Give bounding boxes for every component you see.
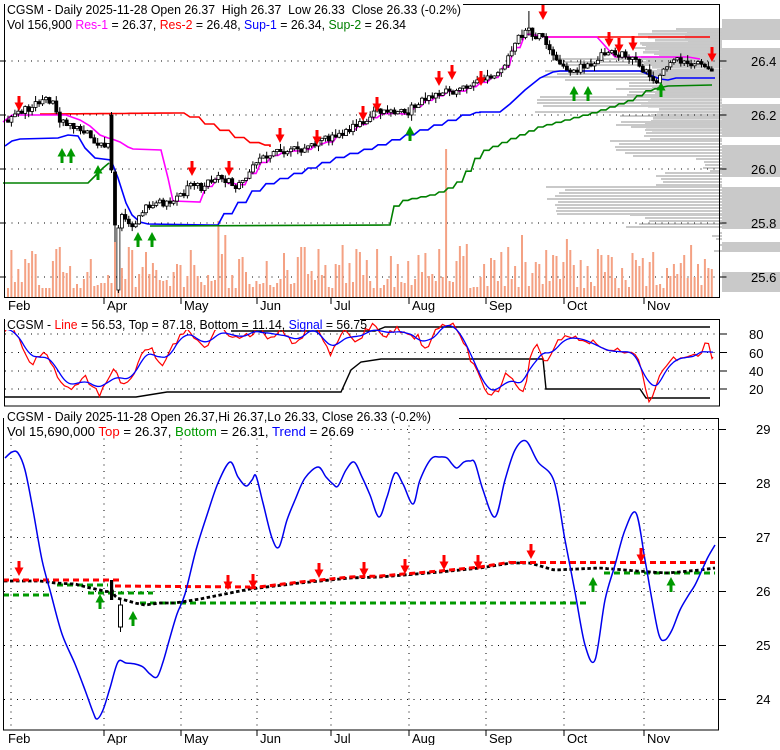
- svg-text:25.8: 25.8: [751, 216, 776, 231]
- svg-text:Apr: Apr: [107, 731, 128, 745]
- svg-text:Nov: Nov: [647, 298, 671, 313]
- svg-text:Sep: Sep: [489, 298, 512, 313]
- svg-text:26.4: 26.4: [751, 54, 776, 69]
- svg-text:26.2: 26.2: [751, 108, 776, 123]
- svg-text:May: May: [184, 731, 209, 745]
- svg-text:20: 20: [749, 382, 763, 397]
- svg-text:40: 40: [749, 364, 763, 379]
- svg-text:Jun: Jun: [260, 731, 281, 745]
- svg-text:CGSM - Daily 2025-11-28 Open 2: CGSM - Daily 2025-11-28 Open 26.37,Hi 26…: [7, 409, 431, 424]
- svg-text:Feb: Feb: [8, 298, 30, 313]
- svg-text:26.0: 26.0: [751, 162, 776, 177]
- svg-text:Feb: Feb: [8, 731, 30, 745]
- svg-text:CGSM - Line = 56.53, Top = 87.: CGSM - Line = 56.53, Top = 87.18, Bottom…: [7, 317, 367, 332]
- svg-text:Oct: Oct: [567, 731, 588, 745]
- svg-text:Sep: Sep: [489, 731, 512, 745]
- svg-text:Vol 15,690,000 Top = 26.37, Bo: Vol 15,690,000 Top = 26.37, Bottom = 26.…: [7, 424, 354, 439]
- svg-text:Vol 156,900 Res-1 = 26.37, Res: Vol 156,900 Res-1 = 26.37, Res-2 = 26.48…: [7, 17, 406, 32]
- svg-text:Oct: Oct: [567, 298, 588, 313]
- svg-text:26: 26: [756, 584, 770, 599]
- svg-text:27: 27: [756, 530, 770, 545]
- svg-text:Aug: Aug: [412, 731, 435, 745]
- svg-text:Jun: Jun: [260, 298, 281, 313]
- svg-text:Aug: Aug: [412, 298, 435, 313]
- svg-text:25.6: 25.6: [751, 270, 776, 285]
- svg-text:25: 25: [756, 638, 770, 653]
- svg-text:80: 80: [749, 327, 763, 342]
- svg-text:Jul: Jul: [334, 731, 351, 745]
- svg-text:Apr: Apr: [107, 298, 128, 313]
- svg-text:Nov: Nov: [647, 731, 671, 745]
- svg-text:Jul: Jul: [334, 298, 351, 313]
- svg-text:CGSM - Daily 2025-11-28 Open 2: CGSM - Daily 2025-11-28 Open 26.37 High …: [7, 2, 461, 17]
- svg-text:29: 29: [756, 422, 770, 437]
- svg-text:28: 28: [756, 476, 770, 491]
- svg-text:24: 24: [756, 692, 770, 707]
- svg-text:May: May: [184, 298, 209, 313]
- svg-text:60: 60: [749, 346, 763, 361]
